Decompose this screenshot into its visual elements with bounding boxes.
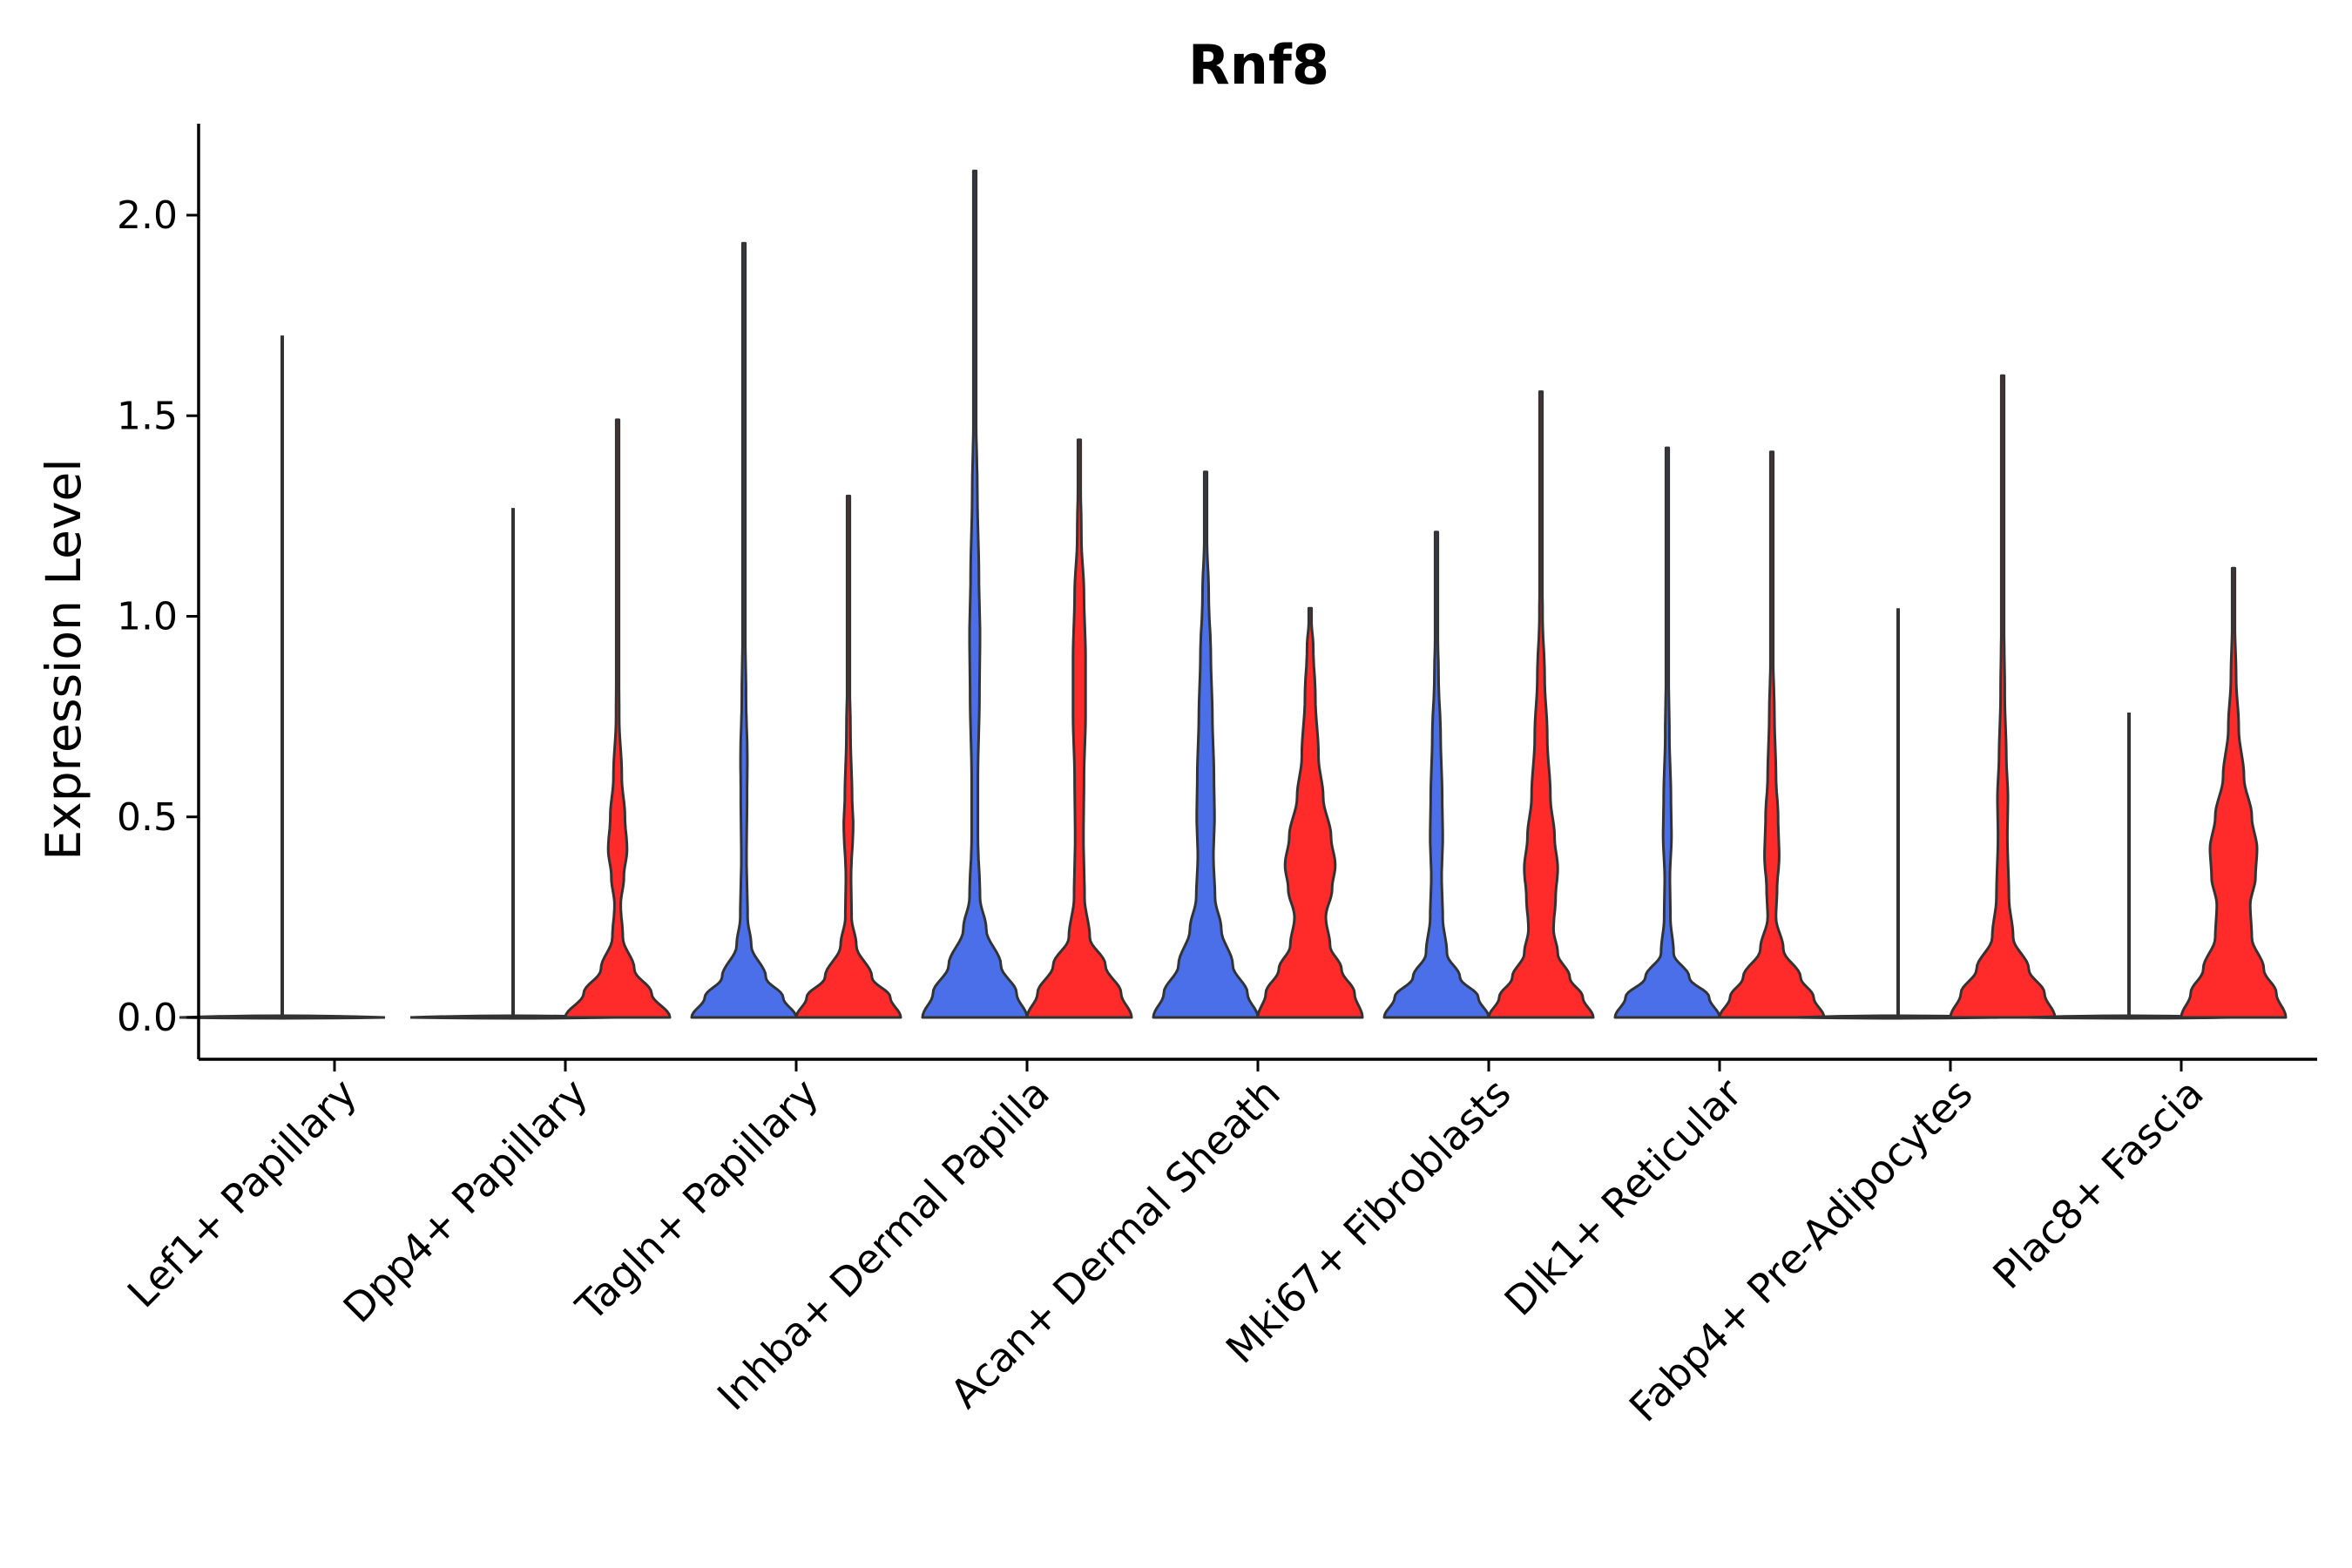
x-tick-label-plac8-fascia: Plac8+ Fascia: [1984, 1070, 2212, 1298]
x-tick-label-tagln-papillary: Tagln+ Papillary: [566, 1070, 828, 1331]
violin-mki67-fibroblasts-group2: [1487, 390, 1595, 1019]
y-tick-label: 0.0: [117, 996, 178, 1040]
violin-layer: [179, 169, 2288, 1020]
y-tick-label: 1.0: [117, 595, 178, 639]
violin-fabp4-pre-adipocytes-group2: [1949, 374, 2057, 1019]
violin-acan-dermal-sheath-group1: [1152, 470, 1260, 1019]
x-tick-label-dlk1-reticular: Dlk1+ Reticular: [1496, 1070, 1751, 1325]
violin-tagln-papillary-group2: [794, 494, 902, 1019]
x-tick-label-lef1-papillary: Lef1+ Papillary: [118, 1070, 366, 1317]
x-tick-label-dpp4-papillary: Dpp4+ Papillary: [335, 1070, 597, 1332]
chart-title: Rnf8: [1188, 33, 1329, 97]
violin-inhba-dermal-papilla-group1: [921, 169, 1029, 1019]
y-tick-label: 1.5: [117, 394, 178, 438]
violin-tagln-papillary-group1: [690, 241, 798, 1019]
y-tick-label: 0.5: [117, 795, 178, 840]
violin-acan-dermal-sheath-group2: [1256, 606, 1364, 1019]
violin-dlk1-reticular-group1: [1613, 446, 1721, 1019]
violin-dlk1-reticular-group2: [1718, 450, 1826, 1019]
y-tick-label: 2.0: [117, 193, 178, 238]
violin-inhba-dermal-papilla-group2: [1025, 438, 1133, 1019]
y-axis-label: Expression Level: [36, 458, 91, 860]
violin-dpp4-papillary-group2: [564, 418, 672, 1019]
violin-mki67-fibroblasts-group1: [1382, 531, 1490, 1019]
violin-plac8-fascia-group2: [2180, 566, 2288, 1019]
